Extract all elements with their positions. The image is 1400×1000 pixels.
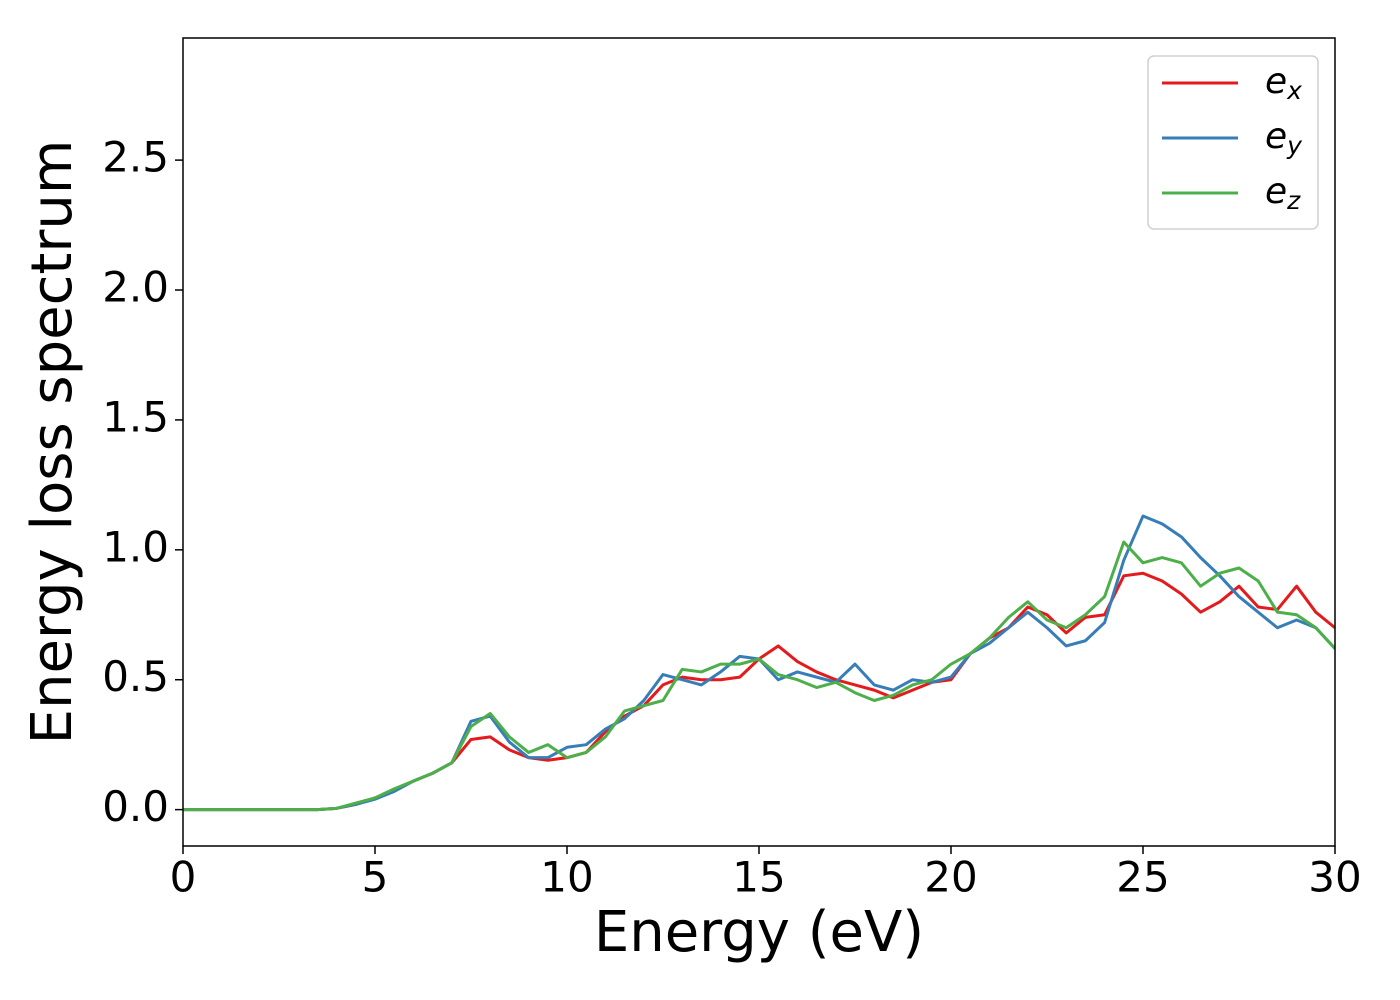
x-tick-label: 30 <box>1308 853 1361 902</box>
y-tick-label: 2.0 <box>102 263 169 312</box>
y-tick-label: 1.0 <box>102 522 169 571</box>
legend-label: ey <box>1265 116 1303 160</box>
y-tick-label: 0.5 <box>102 652 169 701</box>
legend-box <box>1147 55 1319 230</box>
legend-label: ez <box>1265 171 1301 215</box>
x-tick-label: 25 <box>1116 853 1169 902</box>
line-series <box>183 540 1335 812</box>
y-axis-label: Energy loss spectrum <box>20 140 85 745</box>
x-tick-label: 5 <box>362 853 389 902</box>
x-axis-label: Energy (eV) <box>594 900 924 965</box>
x-tick-label: 0 <box>170 853 197 902</box>
x-tick-label: 20 <box>924 853 977 902</box>
x-tick-label: 15 <box>732 853 785 902</box>
y-tick-label: 2.5 <box>102 133 169 182</box>
y-tick-label: 1.5 <box>102 392 169 441</box>
plot-frame <box>182 37 1336 847</box>
x-tick-label: 10 <box>540 853 593 902</box>
legend-label: ex <box>1265 61 1302 105</box>
y-tick-label: 0.0 <box>102 782 169 831</box>
